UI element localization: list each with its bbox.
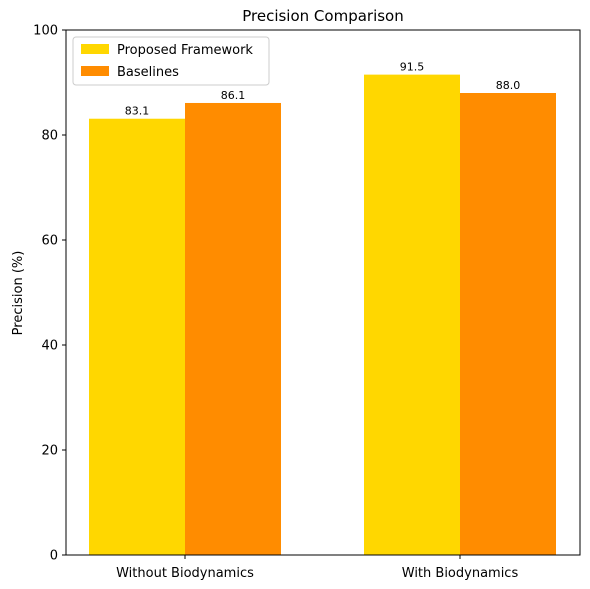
x-tick-label: With Biodynamics [402,566,519,581]
legend-box [72,36,270,86]
bar [460,93,556,555]
x-tick-label: Without Biodynamics [116,566,254,581]
bar-value-label: 91.5 [400,61,425,74]
y-tick-label: 100 [33,24,58,39]
legend-label: Proposed Framework [117,43,253,58]
bar [185,102,281,555]
legend-label: Baselines [117,65,179,80]
legend-swatch [81,66,109,76]
bar-value-label: 88.0 [496,79,521,92]
y-tick-label: 0 [50,549,58,564]
legend-swatch [81,44,109,54]
plot-area: 0 20 40 60 80 100 Without Biodynamics 83.1 86.1 W… [33,24,556,581]
y-tick-label: 80 [41,129,58,144]
y-axis-label: Precision (%) [11,251,26,336]
bar-value-label: 86.1 [221,89,246,102]
legend: Proposed Framework Baselines [72,36,270,86]
y-tick-label: 60 [41,234,58,249]
y-tick-label: 40 [41,339,58,354]
y-tick-label: 20 [41,444,58,459]
plot-frame [65,29,581,556]
bar-value-label: 83.1 [125,105,150,118]
bar [89,118,185,555]
bar [364,74,460,555]
chart-title: Precision Comparison [242,7,404,25]
